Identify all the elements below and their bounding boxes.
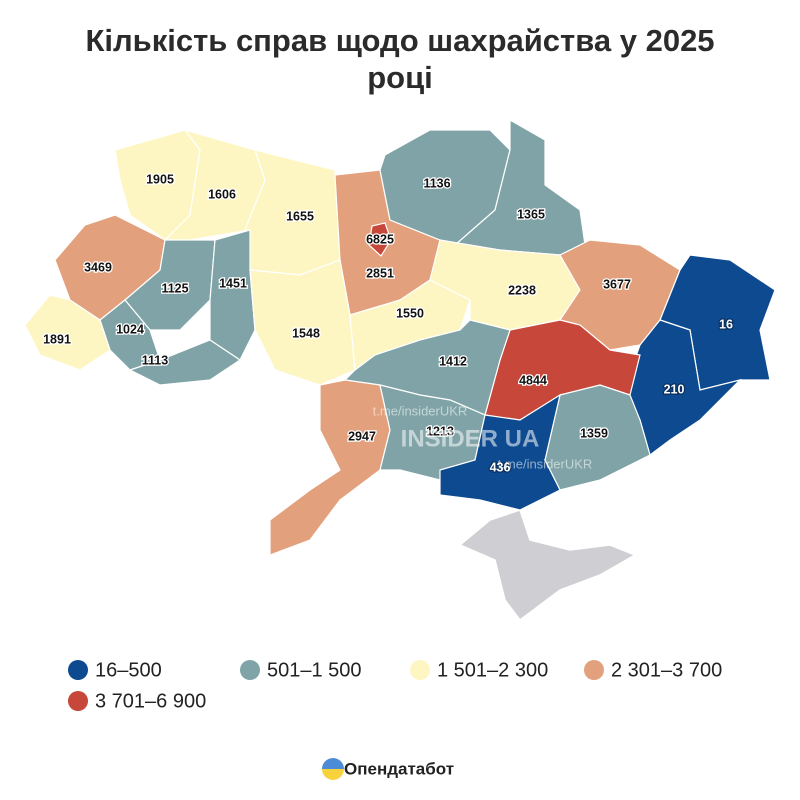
region-value: 1550 xyxy=(396,306,424,320)
region-value: 2947 xyxy=(348,429,376,443)
region-labels: 1905 1606 1655 2851 6825 1136 1365 3469 1125 1451… xyxy=(42,171,734,476)
region-value: 1905 xyxy=(146,172,174,186)
crimea xyxy=(458,509,637,622)
legend-label: 3 701–6 900 xyxy=(95,690,206,712)
region-value: 1365 xyxy=(517,207,545,221)
region-value: 3677 xyxy=(603,277,631,291)
region-value: 1548 xyxy=(292,326,320,340)
legend-swatch xyxy=(584,660,604,680)
legend-swatch xyxy=(410,660,430,680)
region-value: 210 xyxy=(664,382,685,396)
region-value: 1213 xyxy=(426,424,454,438)
legend-label: 16–500 xyxy=(95,659,162,681)
region-value: 3469 xyxy=(84,260,112,274)
region xyxy=(368,222,392,257)
region-value: 436 xyxy=(490,460,511,474)
legend-swatch xyxy=(68,660,88,680)
region-value: 1606 xyxy=(208,187,236,201)
region-value: 1113 xyxy=(142,353,168,367)
region-value: 4844 xyxy=(519,373,547,387)
footer-brand: Опендатабот xyxy=(344,759,454,778)
title: Кількість справ щодо шахрайства у 2025 р… xyxy=(85,23,715,95)
region-value: 16 xyxy=(719,317,733,331)
region xyxy=(439,393,561,511)
region xyxy=(249,259,356,386)
region-value: 6825 xyxy=(366,232,394,246)
legend-swatch xyxy=(68,691,88,711)
legend-label: 1 501–2 300 xyxy=(437,659,548,681)
region-value: 1125 xyxy=(161,281,188,295)
footer-logo xyxy=(322,758,344,780)
region xyxy=(128,339,242,386)
watermark-brand: INSIDER UA xyxy=(401,425,540,452)
region-value: 1451 xyxy=(219,276,247,290)
region-value: 1024 xyxy=(116,322,144,336)
watermark-link: t.me/insiderUKR xyxy=(373,403,468,418)
region xyxy=(24,294,111,371)
region-value: 2851 xyxy=(366,266,394,280)
region xyxy=(209,229,256,361)
legend-swatch xyxy=(240,660,260,680)
region-value: 1891 xyxy=(43,332,71,346)
region-value: 2238 xyxy=(508,283,536,297)
region-value: 1655 xyxy=(286,209,314,223)
regions xyxy=(24,118,776,556)
region-value: 1412 xyxy=(439,354,467,368)
legend-label: 501–1 500 xyxy=(267,659,362,681)
region-value: 1136 xyxy=(423,176,450,190)
watermark-link: t.me/insiderUKR xyxy=(498,456,593,471)
legend-label: 2 301–3 700 xyxy=(611,659,722,681)
region-value: 1359 xyxy=(580,426,608,440)
legend: 16–500 501–1 500 1 501–2 300 2 301–3 700 3 7… xyxy=(68,659,722,712)
